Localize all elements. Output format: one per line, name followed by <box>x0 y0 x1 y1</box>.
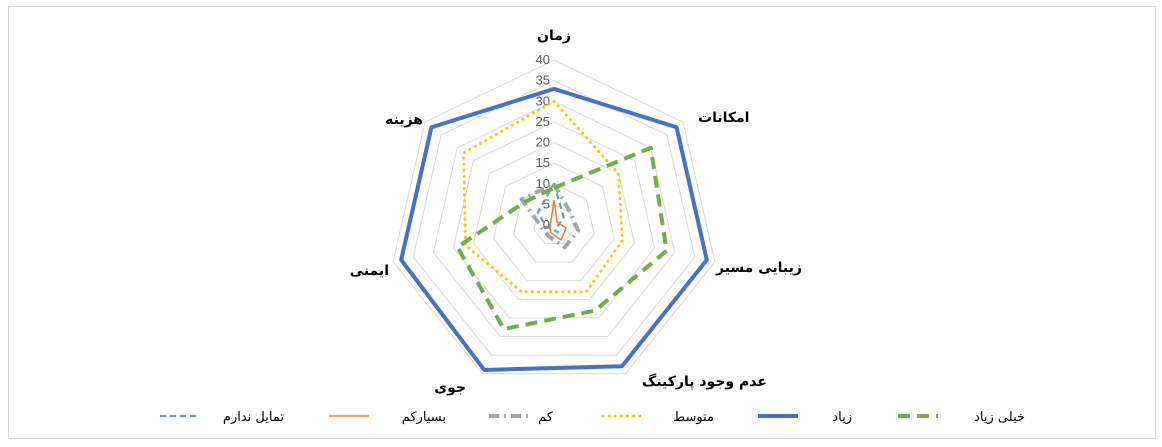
tick-label: 40 <box>536 52 550 67</box>
legend-label: تمایل ندارم <box>223 410 284 425</box>
grid-ring <box>432 100 676 337</box>
tick-label: 10 <box>536 176 550 191</box>
axis-label: عدم وجود پارکینگ <box>642 373 767 390</box>
tick-label: 5 <box>543 196 550 211</box>
legend-label: خیلی زیاد <box>974 410 1025 425</box>
grid-ring <box>493 162 615 282</box>
legend-label: بسیارکم <box>402 410 446 425</box>
axis-labels: زمان امکانات زیبایی مسیر عدم وجود پارکینگ جو… <box>350 28 802 396</box>
tick-label: 20 <box>536 135 550 150</box>
tick-label: 25 <box>536 114 550 129</box>
series-line <box>536 182 565 234</box>
grid-ring <box>392 59 716 375</box>
axis-label: امکانات <box>698 110 749 126</box>
axis-label: زیبایی مسیر <box>715 260 802 276</box>
grid-ring <box>513 183 595 263</box>
axis-label: ایمنی <box>350 263 389 279</box>
series-line <box>519 181 581 250</box>
tick-label: 30 <box>536 93 550 108</box>
grid-ring <box>412 80 696 356</box>
grid-ring <box>473 141 635 300</box>
legend-label: کم <box>538 410 554 425</box>
legend-label: زیاد <box>832 410 852 425</box>
axis-label: هزینه <box>385 112 423 128</box>
tick-label: 35 <box>536 73 550 88</box>
series-line <box>399 86 709 372</box>
axis-label: جوی <box>434 380 466 396</box>
series-line <box>455 145 669 332</box>
axis-label: زمان <box>537 28 571 44</box>
legend: تمایل ندارم بسیارکم کم متوسط زیاد خیلی زیاد <box>160 410 1025 425</box>
grid-ring <box>533 203 575 245</box>
radar-grid <box>392 59 716 375</box>
grid-ring <box>452 121 656 319</box>
radar-series <box>399 86 709 372</box>
legend-label: متوسط <box>673 410 714 425</box>
radial-tick-labels: 0 5 10 15 20 25 30 35 40 <box>536 52 550 232</box>
tick-label: 15 <box>536 155 550 170</box>
tick-label: 0 <box>543 217 550 232</box>
series-line <box>549 199 567 241</box>
